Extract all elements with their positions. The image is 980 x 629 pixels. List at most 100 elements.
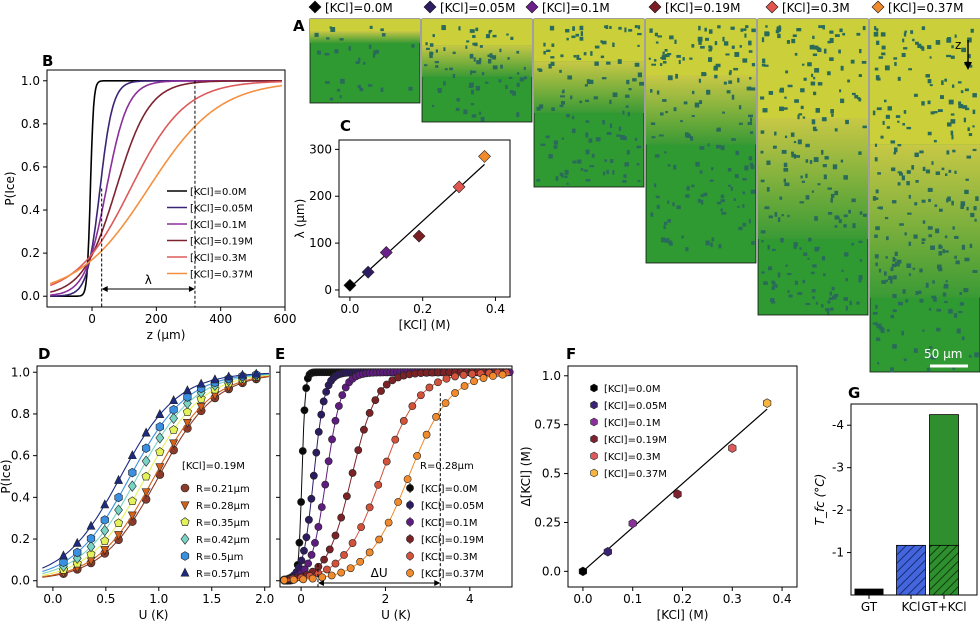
y-tick-label: 1.0 xyxy=(11,365,30,379)
snapshot-ion xyxy=(874,26,877,31)
legend-marker xyxy=(525,0,539,14)
lambda-arrowhead xyxy=(101,286,108,292)
snapshot-ion xyxy=(738,105,742,110)
lambda-label: λ xyxy=(145,273,152,287)
y-tick-label: 0.2 xyxy=(11,532,30,546)
y-tick-label: 0.8 xyxy=(21,117,40,131)
snapshot-ion xyxy=(947,122,952,127)
snapshot-ion xyxy=(731,138,736,141)
snapshot-ion xyxy=(698,25,701,31)
panel-letter-c: C xyxy=(340,117,351,135)
snapshot-ion xyxy=(948,99,954,105)
data-point xyxy=(325,545,334,554)
snapshot-ion xyxy=(780,237,784,242)
snapshot-panel xyxy=(645,18,757,264)
y-tick-label: 0.0 xyxy=(11,574,30,588)
data-point xyxy=(360,425,368,434)
x-tick-label: KCl xyxy=(902,600,921,614)
panel-c-frame xyxy=(338,139,511,298)
snapshot-ion xyxy=(964,107,970,111)
snapshot-ion xyxy=(851,242,855,246)
snapshot-ion xyxy=(877,362,880,365)
snapshot-ion xyxy=(807,62,812,67)
y-tick-label: 0.6 xyxy=(11,449,30,463)
snapshot-ion xyxy=(728,80,733,84)
snapshot-ion xyxy=(605,25,609,30)
snapshot-ion xyxy=(785,70,789,74)
snapshot-ion xyxy=(571,35,576,39)
snapshot-ion xyxy=(604,159,608,162)
snapshot-ion xyxy=(893,147,898,153)
snapshot-ion xyxy=(830,307,834,311)
snapshot-ion xyxy=(967,127,970,132)
snapshot-ion xyxy=(895,115,901,118)
data-point xyxy=(304,559,313,568)
snapshot-ion xyxy=(959,302,964,306)
snapshot-ion xyxy=(842,32,846,36)
snapshot-ion xyxy=(818,25,824,29)
snapshot-ion xyxy=(914,202,918,206)
data-point xyxy=(365,409,374,417)
snapshot-ion xyxy=(536,106,541,111)
x-tick-label: 2.0 xyxy=(255,592,274,606)
snapshot-ion xyxy=(817,183,821,186)
snapshot-ion xyxy=(872,311,878,315)
snapshot-ion xyxy=(492,65,498,70)
snapshot-ion xyxy=(485,34,490,39)
snapshot-ion xyxy=(469,53,474,59)
snapshot-ion xyxy=(859,48,862,54)
data-point xyxy=(86,540,96,553)
y-tick-label: 0.5 xyxy=(542,467,561,481)
snapshot-ion xyxy=(925,169,931,174)
snapshot-ion xyxy=(944,235,948,239)
snapshot-ion xyxy=(772,145,777,149)
data-point xyxy=(127,496,137,505)
snapshot-ion xyxy=(859,259,863,262)
snapshot-ion xyxy=(834,128,838,132)
du-arrowhead xyxy=(434,580,441,586)
snapshot-ion xyxy=(709,179,714,182)
legend-title: R=0.28μm xyxy=(420,461,474,472)
snapshot-ion xyxy=(727,167,732,172)
data-point xyxy=(343,278,357,292)
snapshot-ion xyxy=(813,91,817,96)
y-tick-label: -3 xyxy=(832,461,844,475)
x-tick-label: 4 xyxy=(466,592,474,606)
snapshot-ion xyxy=(951,200,954,206)
snapshot-ion xyxy=(898,172,903,176)
snapshot-ion xyxy=(834,190,839,196)
snapshot-ion xyxy=(946,54,952,58)
snapshot-ion xyxy=(672,202,675,207)
snapshot-ion xyxy=(424,64,428,67)
snapshot-ion xyxy=(862,26,866,31)
snapshot-ion xyxy=(539,104,544,109)
snapshot-ion xyxy=(903,32,907,37)
snapshot-ion xyxy=(768,215,773,219)
snapshot-ion xyxy=(657,35,662,38)
snapshot-ion xyxy=(950,113,955,116)
data-point xyxy=(210,374,220,384)
snapshot-ion xyxy=(697,36,703,42)
snapshot-ion xyxy=(748,114,753,118)
snapshot-ion xyxy=(915,41,919,45)
data-point xyxy=(141,471,151,481)
data-point xyxy=(141,427,151,437)
data-point xyxy=(280,576,289,585)
snapshot-ion xyxy=(791,154,796,158)
snapshot-ion xyxy=(484,81,489,84)
snapshot-ion xyxy=(475,85,481,91)
series-line xyxy=(50,80,282,293)
snapshot-ion xyxy=(651,63,656,66)
snapshot-ion xyxy=(912,38,915,42)
data-point xyxy=(298,447,307,455)
snapshot-ion xyxy=(935,40,941,45)
snapshot-ion xyxy=(794,99,799,103)
panel-d-frame xyxy=(36,365,271,588)
series-line xyxy=(49,84,282,285)
snapshot-ion xyxy=(939,95,944,100)
snapshot-ion xyxy=(908,241,912,246)
snapshot-ion xyxy=(851,198,856,203)
snapshot-ion xyxy=(667,219,671,223)
legend-label: [KCl]=0.0M xyxy=(604,384,660,395)
snapshot-ion xyxy=(875,322,878,326)
